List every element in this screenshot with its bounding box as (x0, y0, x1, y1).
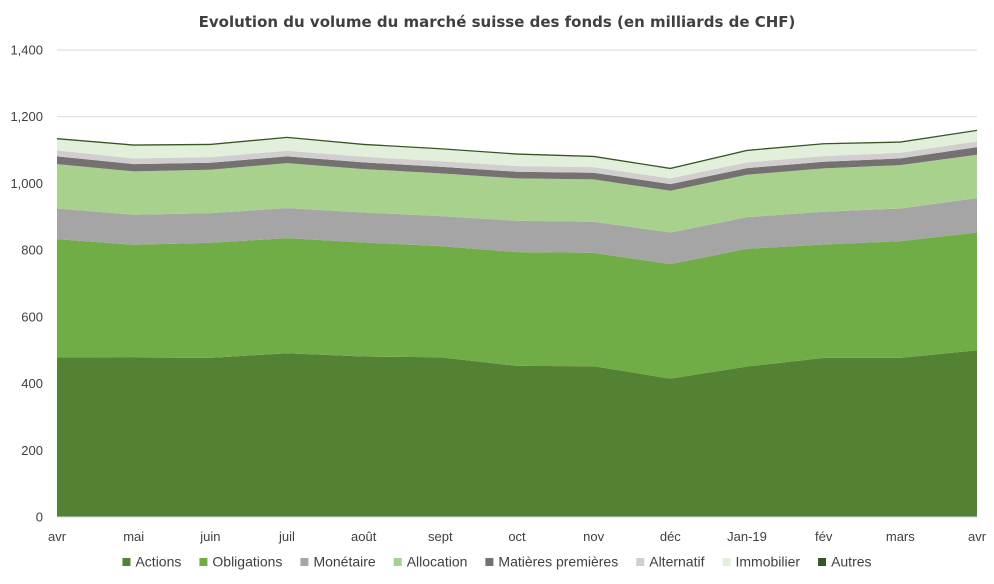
legend-item-obligations: Obligations (199, 554, 282, 570)
legend-swatch (199, 558, 208, 566)
x-axis-ticks: avr mai juin juil août sept oct nov déc Jan-19 fév… (48, 529, 987, 544)
y-tick-label: 1,200 (10, 109, 43, 124)
x-tick-label: mai (123, 529, 144, 544)
legend-swatch (636, 558, 645, 566)
legend-swatch (722, 558, 731, 566)
y-tick-label: 1,000 (10, 176, 43, 191)
legend-swatch (393, 558, 402, 566)
x-tick-label: avr (48, 529, 67, 544)
legend-label: Actions (135, 554, 181, 570)
legend-item-alternatif: Alternatif (636, 554, 705, 570)
x-tick-label: avr (968, 529, 987, 544)
legend-item-immobilier: Immobilier (722, 554, 800, 570)
x-tick-label: déc (660, 529, 681, 544)
y-tick-label: 400 (21, 376, 43, 391)
y-tick-label: 600 (21, 309, 43, 324)
y-axis-ticks: 0 200 400 600 800 1,000 1,200 1,400 (10, 43, 43, 525)
x-tick-label: juin (199, 529, 220, 544)
area-obligations (57, 232, 977, 379)
legend-label: Alternatif (649, 554, 704, 570)
legend-item-allocation: Allocation (393, 554, 468, 570)
legend-swatch (818, 558, 827, 566)
legend-item-matieres-premieres: Matières premières (485, 554, 618, 570)
legend-item-monetaire: Monétaire (300, 554, 376, 570)
legend-swatch (122, 558, 131, 566)
y-tick-label: 0 (36, 510, 43, 525)
legend-swatch (300, 558, 309, 566)
area-allocation (57, 154, 977, 233)
area-alternatif (57, 141, 977, 185)
x-tick-label: mars (886, 529, 915, 544)
x-tick-label: oct (508, 529, 526, 544)
x-tick-label: août (351, 529, 377, 544)
x-tick-label: juil (278, 529, 295, 544)
y-tick-label: 1,400 (10, 43, 43, 58)
legend-label: Autres (831, 554, 871, 570)
area-immobilier (57, 131, 977, 179)
legend-item-autres: Autres (818, 554, 872, 570)
legend: Actions Obligations Monétaire Allocation Mat… (122, 554, 872, 570)
area-matieres-premieres (57, 147, 977, 191)
area-series (57, 129, 977, 517)
y-tick-label: 800 (21, 243, 43, 258)
legend-label: Obligations (212, 554, 282, 570)
legend-item-actions: Actions (122, 554, 181, 570)
area-monetaire (57, 198, 977, 265)
x-tick-label: sept (428, 529, 453, 544)
x-tick-label: fév (815, 529, 833, 544)
legend-label: Allocation (407, 554, 468, 570)
legend-label: Immobilier (735, 554, 800, 570)
x-tick-label: nov (583, 529, 604, 544)
x-tick-label: Jan-19 (727, 529, 767, 544)
legend-label: Monétaire (313, 554, 375, 570)
legend-label: Matières premières (498, 554, 618, 570)
chart-title: Evolution du volume du marché suisse des… (199, 13, 796, 31)
y-tick-label: 200 (21, 443, 43, 458)
legend-swatch (485, 558, 494, 566)
area-actions (57, 350, 977, 517)
